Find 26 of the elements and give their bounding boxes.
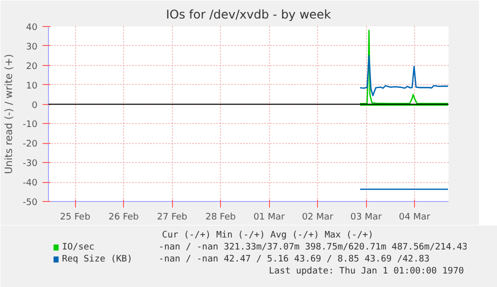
y-tick-label: -50	[22, 198, 38, 208]
y-tick-label: 0	[32, 100, 38, 111]
y-tick-label: 30	[26, 42, 38, 52]
text: Cur (-/+) Min (-/+) Avg (-/+) Max (-/+)	[162, 230, 374, 240]
x-tick-label: 01 Mar	[253, 212, 286, 222]
legend-label: IO/sec	[62, 242, 94, 252]
x-tick-label: 26 Feb	[108, 212, 140, 222]
chart-title: IOs for /dev/xvdb - by week	[166, 8, 332, 22]
y-tick-label: 10	[26, 81, 38, 92]
y-tick-label: -10	[22, 120, 38, 130]
y-tick-label: -30	[22, 159, 38, 170]
y-axis-title: Units read (-) / write (+)	[4, 54, 15, 174]
x-tick-label: 25 Feb	[60, 212, 91, 222]
legend-label: Req Size (KB)	[62, 254, 132, 264]
y-tick-label: 40	[26, 23, 38, 33]
x-tick-label: 27 Feb	[157, 212, 188, 222]
x-tick-label: 02 Mar	[302, 212, 334, 222]
x-tick-label: 28 Feb	[205, 212, 236, 222]
y-tick-label: 20	[26, 62, 38, 72]
text: -nan / -nan 42.47 / 5.16 43.69 / 8.85 43.69 /42.83	[158, 254, 430, 264]
y-tick-label: -20	[22, 140, 38, 150]
text: Last update: Thu Jan 1 01:00:00 1970	[268, 266, 464, 276]
x-tick-label: 04 Mar	[398, 212, 431, 222]
y-tick-label: -40	[22, 178, 38, 189]
text: -nan / -nan 321.33m/37.07m 398.75m/620.71m 487.56m/214.43	[158, 242, 468, 252]
x-tick-label: 03 Mar	[350, 212, 382, 222]
